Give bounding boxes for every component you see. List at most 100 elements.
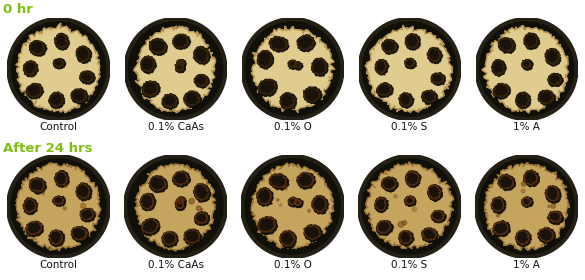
- Polygon shape: [422, 228, 439, 242]
- Polygon shape: [549, 211, 562, 222]
- Polygon shape: [29, 41, 44, 55]
- Polygon shape: [76, 183, 92, 201]
- Polygon shape: [422, 228, 436, 241]
- Polygon shape: [545, 48, 561, 66]
- Circle shape: [398, 222, 404, 227]
- Polygon shape: [400, 92, 412, 106]
- Text: Control: Control: [40, 260, 77, 270]
- Polygon shape: [23, 197, 36, 213]
- Polygon shape: [71, 227, 88, 240]
- Polygon shape: [428, 185, 443, 202]
- Circle shape: [63, 206, 67, 210]
- Polygon shape: [428, 48, 441, 62]
- Polygon shape: [141, 56, 157, 74]
- Polygon shape: [142, 81, 160, 98]
- Polygon shape: [80, 71, 95, 84]
- Polygon shape: [162, 94, 177, 107]
- Polygon shape: [76, 46, 90, 62]
- Polygon shape: [498, 174, 515, 190]
- Polygon shape: [364, 162, 453, 249]
- Polygon shape: [548, 73, 564, 87]
- Polygon shape: [195, 212, 208, 223]
- Polygon shape: [399, 231, 412, 244]
- Polygon shape: [382, 178, 396, 190]
- Circle shape: [277, 199, 279, 201]
- Polygon shape: [280, 230, 295, 246]
- Polygon shape: [194, 211, 210, 226]
- Polygon shape: [54, 33, 70, 50]
- Polygon shape: [149, 38, 167, 55]
- Polygon shape: [538, 228, 553, 242]
- Polygon shape: [493, 222, 508, 235]
- Circle shape: [394, 195, 397, 198]
- Circle shape: [521, 182, 526, 186]
- Polygon shape: [21, 168, 96, 245]
- Polygon shape: [538, 90, 556, 106]
- Polygon shape: [304, 225, 321, 240]
- Polygon shape: [252, 163, 334, 249]
- Polygon shape: [376, 173, 444, 240]
- Polygon shape: [175, 199, 186, 211]
- Polygon shape: [175, 62, 184, 71]
- Polygon shape: [493, 220, 510, 237]
- Polygon shape: [143, 172, 207, 241]
- Circle shape: [125, 156, 226, 257]
- Text: After 24 hrs: After 24 hrs: [3, 142, 92, 155]
- Polygon shape: [194, 46, 209, 63]
- Circle shape: [359, 156, 460, 257]
- Polygon shape: [71, 89, 89, 104]
- Polygon shape: [405, 59, 417, 69]
- Circle shape: [9, 19, 108, 119]
- Polygon shape: [140, 194, 156, 211]
- Polygon shape: [269, 37, 287, 50]
- Polygon shape: [545, 186, 561, 204]
- Polygon shape: [29, 178, 44, 191]
- Polygon shape: [288, 197, 297, 205]
- Polygon shape: [399, 231, 414, 246]
- Polygon shape: [382, 39, 398, 55]
- Polygon shape: [294, 62, 303, 70]
- Polygon shape: [142, 81, 157, 96]
- Polygon shape: [493, 84, 511, 100]
- Polygon shape: [71, 226, 88, 242]
- Polygon shape: [23, 198, 38, 214]
- Polygon shape: [491, 60, 504, 74]
- Polygon shape: [371, 169, 448, 244]
- Polygon shape: [294, 199, 303, 208]
- Polygon shape: [515, 92, 531, 109]
- Polygon shape: [142, 219, 159, 234]
- Polygon shape: [371, 32, 448, 106]
- Polygon shape: [194, 184, 208, 200]
- Polygon shape: [431, 211, 444, 221]
- Polygon shape: [405, 196, 415, 204]
- Polygon shape: [522, 60, 534, 70]
- Polygon shape: [312, 59, 326, 74]
- Polygon shape: [140, 56, 154, 72]
- Polygon shape: [376, 60, 387, 74]
- Text: 0.1% S: 0.1% S: [391, 122, 428, 132]
- Circle shape: [126, 19, 225, 119]
- Polygon shape: [177, 59, 186, 68]
- Polygon shape: [194, 74, 209, 88]
- Polygon shape: [30, 178, 46, 194]
- Polygon shape: [177, 197, 187, 205]
- Polygon shape: [193, 184, 211, 202]
- Polygon shape: [257, 188, 273, 206]
- Polygon shape: [176, 61, 185, 73]
- Polygon shape: [259, 79, 277, 97]
- Polygon shape: [491, 197, 506, 214]
- Polygon shape: [256, 32, 329, 106]
- Polygon shape: [304, 225, 322, 242]
- Polygon shape: [524, 33, 538, 47]
- Polygon shape: [294, 199, 301, 206]
- Polygon shape: [257, 50, 274, 69]
- Polygon shape: [375, 60, 389, 75]
- Polygon shape: [162, 231, 176, 245]
- Polygon shape: [184, 230, 199, 244]
- Polygon shape: [524, 171, 540, 187]
- Polygon shape: [184, 91, 202, 108]
- Text: 0 hr: 0 hr: [3, 3, 33, 16]
- Polygon shape: [53, 59, 64, 67]
- Polygon shape: [405, 171, 419, 185]
- Polygon shape: [484, 163, 569, 250]
